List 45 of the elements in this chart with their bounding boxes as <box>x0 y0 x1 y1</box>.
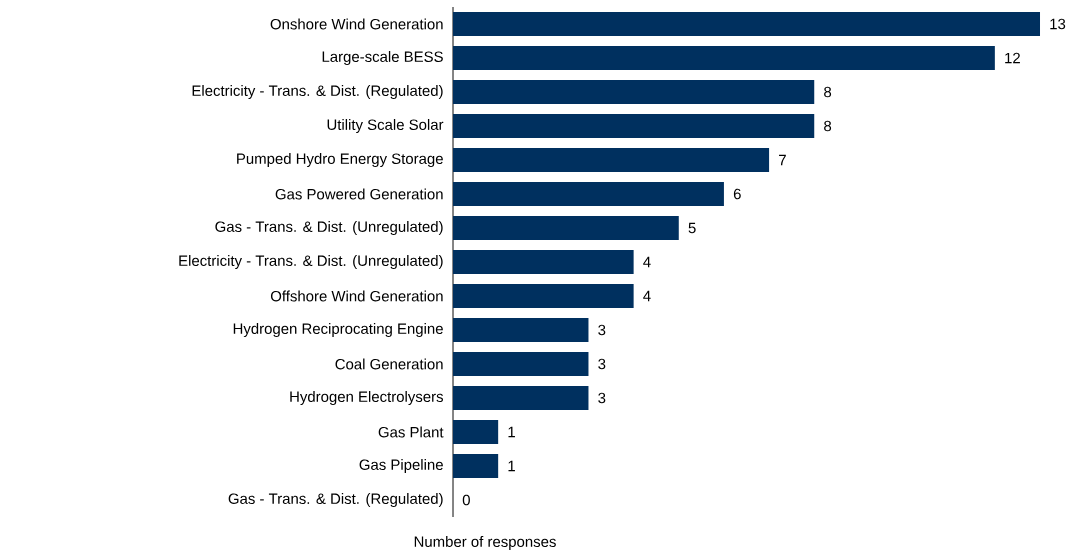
data-label: 3 <box>598 392 606 404</box>
bar <box>453 11 1041 36</box>
bar <box>453 249 634 274</box>
data-label: 4 <box>643 290 651 302</box>
y-tick-label: Gas Plant <box>378 426 444 438</box>
bar <box>453 317 589 342</box>
y-tick-label: Coal Generation <box>335 358 443 370</box>
y-tick-label: Utility Scale Solar <box>327 119 444 133</box>
data-label: 3 <box>598 358 606 370</box>
y-tick-label: Offshore Wind Generation <box>270 290 443 302</box>
bar <box>453 147 770 172</box>
data-label: 8 <box>824 120 832 132</box>
bar <box>453 215 679 240</box>
y-tick-label: Electricity - Trans. & Dist. (Unregulated) <box>179 255 443 269</box>
data-label: 5 <box>688 222 696 234</box>
y-tick-label: Gas Powered Generation <box>275 188 443 200</box>
data-label: 3 <box>598 324 606 336</box>
y-tick-label: Gas - Trans. & Dist. (Unregulated) <box>215 221 443 235</box>
y-tick-label: Gas Pipeline <box>359 459 443 473</box>
bar <box>453 351 589 376</box>
bar <box>453 79 815 104</box>
bar <box>453 419 499 444</box>
y-tick-label: Hydrogen Electrolysers <box>290 391 443 405</box>
data-label: 12 <box>1005 52 1020 64</box>
data-label: 13 <box>1050 18 1066 30</box>
bar <box>453 453 499 478</box>
bar <box>453 45 995 70</box>
bar <box>453 385 589 410</box>
data-label: 0 <box>462 494 470 506</box>
data-label: 7 <box>779 154 786 166</box>
y-tick-label: Gas - Trans. & Dist. (Regulated) <box>228 493 443 507</box>
bar <box>453 181 724 206</box>
data-label: 1 <box>508 460 515 472</box>
data-label: 6 <box>733 188 741 200</box>
y-tick-label: Hydrogen Reciprocating Engine <box>233 323 443 337</box>
bar <box>453 283 634 308</box>
data-label: 8 <box>824 86 832 98</box>
y-tick-label: Onshore Wind Generation <box>270 18 443 30</box>
x-axis-title: Number of responses <box>414 536 556 550</box>
y-tick-label: Pumped Hydro Energy Storage <box>237 153 443 167</box>
bar <box>453 113 815 138</box>
y-tick-label: Large-scale BESS <box>322 51 443 65</box>
y-tick-label: Electricity - Trans. & Dist. (Regulated) <box>192 85 443 99</box>
data-label: 1 <box>508 426 515 438</box>
data-label: 4 <box>643 256 651 268</box>
